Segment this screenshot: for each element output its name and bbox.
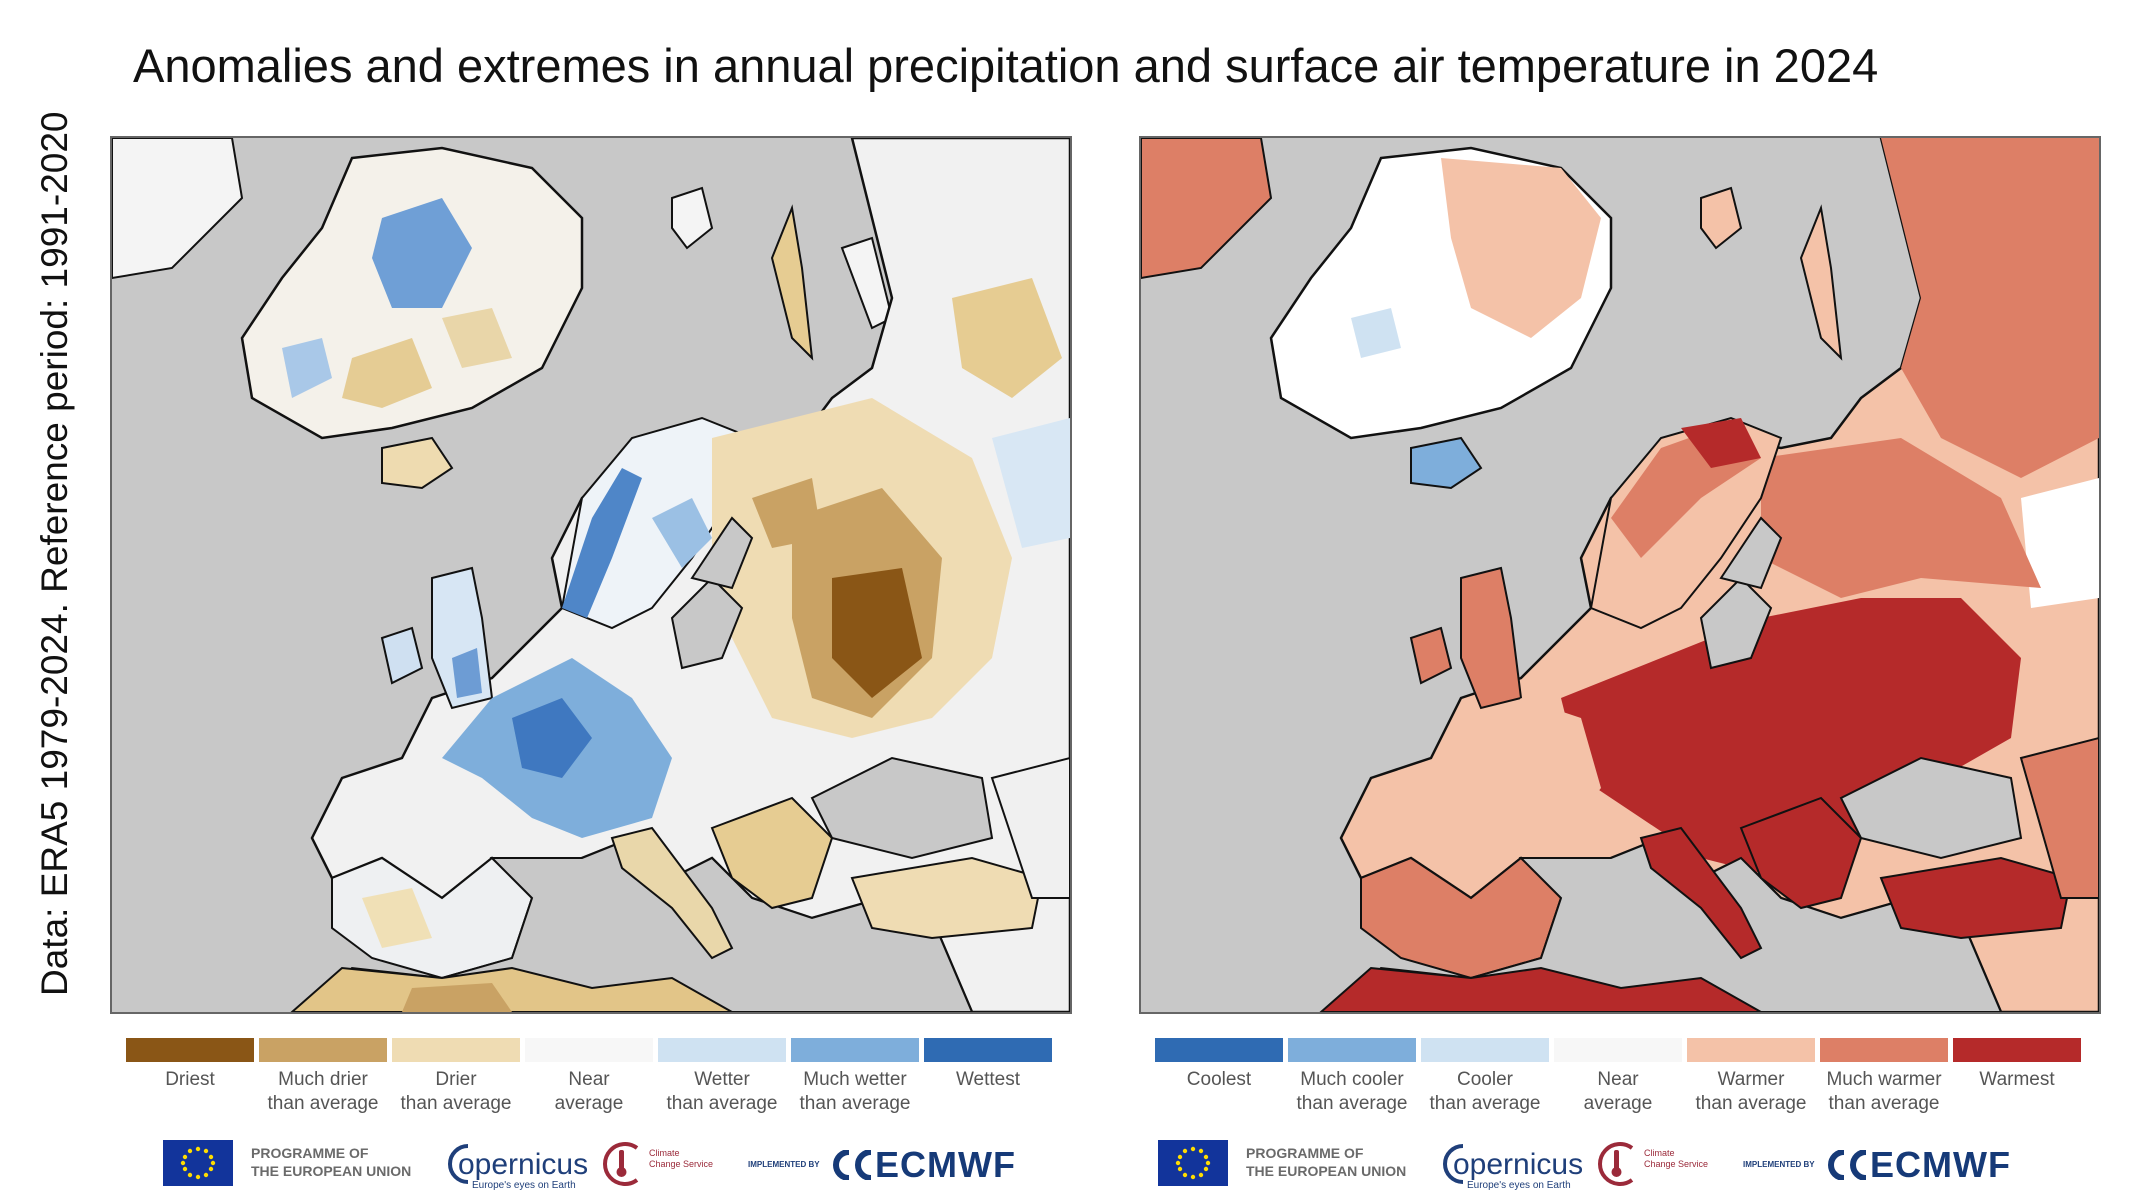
copernicus-logo: opernicus Europe's eyes on Earth: [438, 1136, 588, 1192]
ecmwf-mark-icon: [1828, 1150, 1867, 1180]
temperature-map-svg: [1141, 138, 2099, 1012]
legend-swatch-much-warmer: [1820, 1038, 1948, 1062]
eu-flag-icon: [1158, 1140, 1228, 1186]
legend-swatch-warmer: [1687, 1038, 1815, 1062]
precipitation-map-svg: [112, 138, 1070, 1012]
copernicus-wordmark: opernicus: [1453, 1148, 1584, 1181]
legend-label-much-drier: Much drier than average: [267, 1069, 379, 1114]
data-source-label: Data: ERA5 1979-2024. Reference period: …: [34, 111, 75, 997]
copernicus-c-icon: [448, 1144, 469, 1184]
legend-swatch-much-wetter: [791, 1038, 919, 1062]
ecmwf-wordmark: ECMWF: [1870, 1144, 2011, 1185]
legend-label-driest: Driest: [165, 1069, 215, 1090]
logo-strip-left: PROGRAMME OF THE EUROPEAN UNION opernicus…: [163, 1136, 1063, 1196]
copernicus-c-icon: [1443, 1144, 1464, 1184]
ecmwf-mark-icon: [833, 1150, 872, 1180]
logo-strip-right: PROGRAMME OF THE EUROPEAN UNION opernicus…: [1158, 1136, 2058, 1196]
copernicus-tagline: Europe's eyes on Earth: [1467, 1180, 1571, 1191]
legend-swatch-wetter: [658, 1038, 786, 1062]
temperature-map: [1139, 136, 2101, 1014]
legend-swatch-much-drier: [259, 1038, 387, 1062]
legend-swatch-warmest: [1953, 1038, 2081, 1062]
legend-swatch-coolest: [1155, 1038, 1283, 1062]
legend-swatch-cooler: [1421, 1038, 1549, 1062]
legend-label-drier: Drier than average: [400, 1069, 512, 1114]
implemented-by-text: IMPLEMENTED BY: [748, 1160, 820, 1169]
legend-label-warmest: Warmest: [1979, 1069, 2055, 1090]
legend-swatch-near-average-temp: [1554, 1038, 1682, 1062]
copernicus-logo: opernicus Europe's eyes on Earth: [1433, 1136, 1583, 1192]
copernicus-tagline: Europe's eyes on Earth: [472, 1180, 576, 1191]
legend-label-much-wetter: Much wetter than average: [799, 1069, 911, 1114]
thermometer-icon: [603, 1142, 639, 1186]
legend-swatch-much-cooler: [1288, 1038, 1416, 1062]
thermometer-icon: [1598, 1142, 1634, 1186]
c3s-text: Climate Change Service: [649, 1148, 714, 1169]
ecmwf-wordmark: ECMWF: [875, 1144, 1016, 1185]
implemented-by-text: IMPLEMENTED BY: [1743, 1160, 1815, 1169]
legend-label-much-cooler: Much cooler than average: [1296, 1069, 1408, 1114]
c3s-logo: Climate Change Service: [599, 1136, 719, 1192]
copernicus-wordmark: opernicus: [458, 1148, 589, 1181]
legend-swatch-drier: [392, 1038, 520, 1062]
legend-label-cooler: Cooler than average: [1429, 1069, 1541, 1114]
figure-title: Anomalies and extremes in annual precipi…: [133, 39, 1879, 92]
legend-label-much-warmer: Much warmer than average: [1826, 1069, 1942, 1114]
c3s-logo: Climate Change Service: [1594, 1136, 1714, 1192]
c3s-text: Climate Change Service: [1644, 1148, 1709, 1169]
precipitation-map: [110, 136, 1072, 1014]
legend-label-near-average-temp: Near average: [1583, 1069, 1653, 1114]
legend-label-warmer: Warmer than average: [1695, 1069, 1807, 1114]
eu-programme-text: PROGRAMME OF THE EUROPEAN UNION: [1246, 1145, 1407, 1179]
legend-swatch-near-average: [525, 1038, 653, 1062]
legend-label-coolest: Coolest: [1186, 1069, 1252, 1090]
eu-programme-text: PROGRAMME OF THE EUROPEAN UNION: [251, 1145, 412, 1179]
legend-swatch-wettest: [924, 1038, 1052, 1062]
legend-label-wettest: Wettest: [955, 1069, 1021, 1090]
legend-swatch-driest: [126, 1038, 254, 1062]
legend-label-near-average: Near average: [554, 1069, 624, 1114]
eu-flag-icon: [163, 1140, 233, 1186]
legend-label-wetter: Wetter than average: [666, 1069, 778, 1114]
